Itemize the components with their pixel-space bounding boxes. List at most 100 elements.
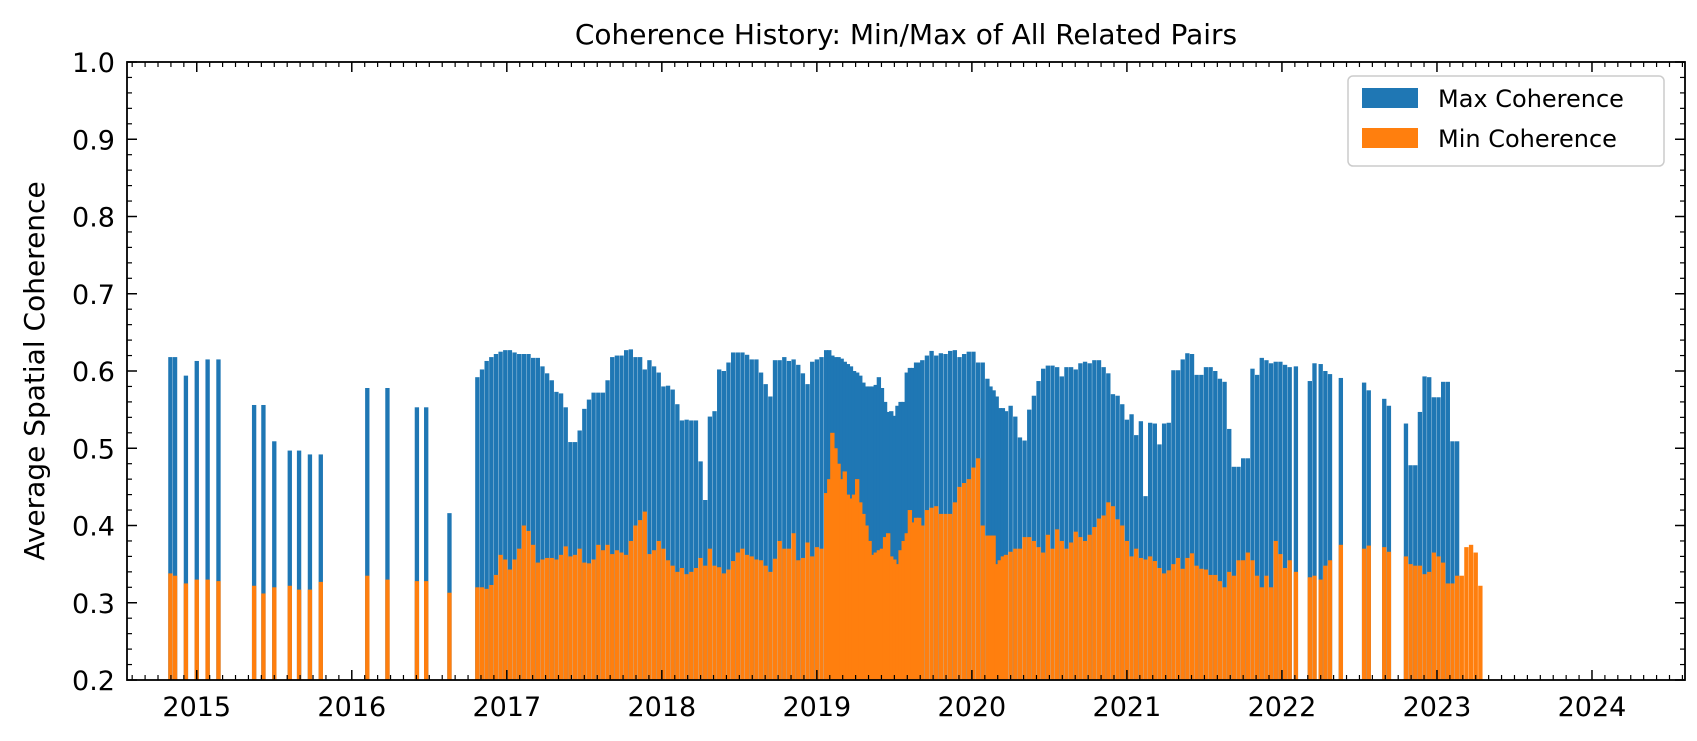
bar-max — [717, 369, 722, 680]
bar-min — [1050, 548, 1055, 680]
bar-max — [1323, 371, 1328, 680]
bar-min — [530, 544, 536, 680]
bar-min — [858, 502, 863, 680]
bar-min — [591, 559, 596, 680]
bar-max — [1152, 423, 1157, 680]
bar-max — [1166, 422, 1171, 680]
bar-min — [758, 560, 764, 680]
bar-max — [1287, 367, 1292, 680]
bar-max — [475, 377, 480, 680]
bar-max — [763, 384, 768, 680]
bar-max — [503, 350, 508, 680]
bar-min — [1213, 574, 1218, 680]
bar-max — [810, 361, 815, 680]
bar-min — [1087, 534, 1092, 680]
bar-max — [889, 411, 894, 680]
bar-min — [1036, 547, 1041, 680]
bar-max — [591, 392, 596, 680]
bar-min — [1318, 579, 1323, 680]
bar-min — [929, 507, 934, 680]
bar-min — [913, 517, 919, 680]
bar-min — [1143, 559, 1148, 680]
bar-min — [605, 544, 610, 680]
bar-min — [957, 486, 962, 680]
x-tick-label: 2015 — [162, 692, 231, 723]
bar-max — [1189, 354, 1195, 680]
bar-max — [600, 392, 606, 680]
bar-max — [498, 351, 503, 680]
bar-max — [526, 354, 531, 680]
bar-max — [1050, 365, 1055, 680]
bar-min — [851, 494, 857, 680]
y-tick-label: 0.4 — [72, 512, 115, 543]
bar-max — [1008, 405, 1013, 680]
bar-min — [1054, 529, 1060, 680]
bar-min — [1413, 565, 1418, 680]
bar-min — [768, 571, 773, 680]
bar-max — [424, 407, 429, 680]
bar-max — [272, 441, 277, 680]
bar-max — [1078, 363, 1083, 680]
bar-max — [1231, 466, 1237, 680]
bar-min — [1138, 557, 1144, 680]
x-tick-label: 2017 — [472, 692, 541, 723]
bar-min — [1041, 552, 1046, 680]
bar-min — [1157, 567, 1162, 680]
bar-min — [665, 560, 671, 680]
bar-min — [633, 525, 638, 680]
bar-min — [749, 556, 754, 680]
bar-min — [1161, 573, 1167, 680]
bar-max — [614, 355, 620, 680]
bar-min — [1422, 574, 1427, 680]
bar-min — [952, 502, 958, 680]
bar-max — [1422, 376, 1427, 680]
bar-min — [549, 557, 554, 680]
bar-max — [892, 415, 897, 680]
bar-max — [870, 386, 875, 680]
bar-max — [484, 360, 489, 680]
bar-min — [712, 565, 717, 680]
bar-max — [582, 408, 587, 680]
bar-min — [1124, 540, 1130, 680]
bar-min — [479, 587, 485, 680]
bar-min — [975, 458, 981, 680]
bar-max — [754, 359, 759, 680]
bar-min — [475, 587, 480, 680]
bar-min — [845, 494, 851, 680]
bar-min — [1287, 560, 1292, 680]
bar-max — [365, 387, 370, 680]
bar-min — [1459, 575, 1464, 680]
bar-min — [1120, 525, 1125, 680]
bar-min — [861, 513, 866, 680]
bar-min — [1027, 537, 1032, 680]
bar-max — [679, 420, 685, 680]
bar-min — [1278, 554, 1283, 680]
y-tick-label: 0.6 — [72, 357, 115, 388]
bar-max — [670, 389, 675, 680]
bar-min — [744, 554, 750, 680]
x-tick-label: 2022 — [1248, 692, 1317, 723]
bar-min — [1045, 534, 1051, 680]
bar-min — [216, 581, 221, 680]
bar-min — [782, 548, 787, 680]
bar-min — [934, 506, 939, 680]
bar-min — [1078, 537, 1083, 680]
x-tick-label: 2021 — [1093, 692, 1162, 723]
bar-min — [867, 540, 872, 680]
bar-min — [1478, 585, 1483, 680]
bar-max — [1264, 360, 1269, 680]
bar-min — [568, 556, 573, 680]
bar-max — [651, 366, 657, 680]
bar-min — [917, 517, 922, 680]
bar-min — [194, 579, 199, 680]
bar-max — [879, 387, 885, 680]
bar-max — [800, 373, 806, 680]
bar-min — [572, 554, 578, 680]
bar-max — [749, 359, 754, 680]
bar-max — [707, 416, 713, 680]
bar-min — [1208, 574, 1213, 680]
bar-min — [521, 525, 527, 680]
chart-title: Coherence History: Min/Max of All Relate… — [575, 18, 1237, 51]
bar-min — [563, 546, 568, 680]
